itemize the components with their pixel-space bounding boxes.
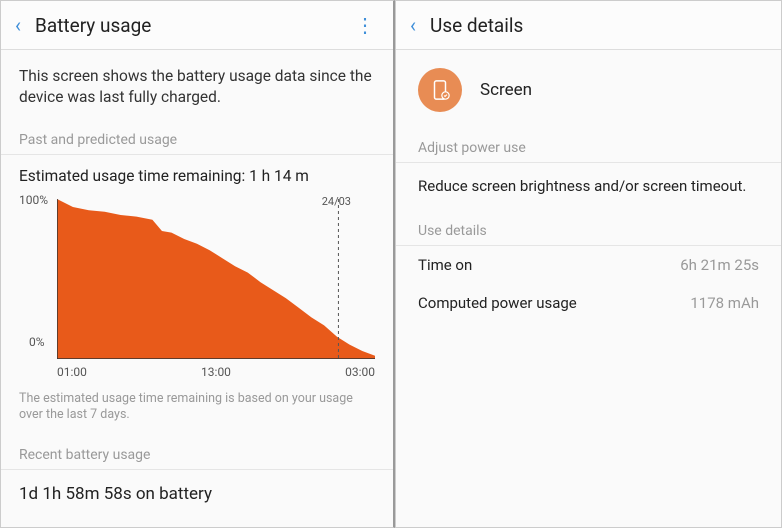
x-label: 03:00 — [345, 365, 375, 379]
on-battery-duration: 1d 1h 58m 58s on battery — [1, 470, 393, 514]
app-title: Screen — [480, 80, 532, 100]
page-title: Use details — [430, 14, 767, 37]
section-past-usage: Past and predicted usage — [1, 122, 393, 155]
content-right: Screen Adjust power use Reduce screen br… — [396, 50, 781, 527]
section-adjust-power: Adjust power use — [396, 130, 781, 163]
app-row: Screen — [396, 50, 781, 130]
footnote: The estimated usage time remaining is ba… — [1, 383, 393, 438]
battery-chart-svg — [57, 199, 375, 359]
estimated-remaining: Estimated usage time remaining: 1 h 14 m — [1, 155, 393, 193]
intro-text: This screen shows the battery usage data… — [1, 50, 393, 122]
screen-icon — [418, 68, 462, 112]
content-left: This screen shows the battery usage data… — [1, 50, 393, 527]
detail-key: Time on — [418, 256, 472, 274]
usage-chart: 100% 0% 24/03 01:00 13:00 03:00 — [1, 193, 393, 383]
detail-row: Time on 6h 21m 25s — [396, 246, 781, 284]
back-icon[interactable]: ‹ — [15, 13, 21, 37]
detail-row: Computed power usage 1178 mAh — [396, 284, 781, 322]
x-label: 13:00 — [201, 365, 231, 379]
use-details-panel: ‹ Use details Screen Adjust power use Re… — [395, 0, 782, 528]
y-axis-bottom-label: 0% — [29, 335, 45, 349]
more-icon[interactable]: ⋮ — [349, 13, 379, 37]
header-right: ‹ Use details — [396, 1, 781, 50]
detail-val: 6h 21m 25s — [680, 256, 759, 274]
page-title: Battery usage — [35, 14, 349, 37]
x-axis-labels: 01:00 13:00 03:00 — [19, 365, 375, 379]
y-axis-top-label: 100% — [19, 193, 48, 207]
adjust-hint: Reduce screen brightness and/or screen t… — [396, 163, 781, 213]
section-use-details: Use details — [396, 213, 781, 246]
detail-key: Computed power usage — [418, 294, 577, 312]
header-left: ‹ Battery usage ⋮ — [1, 1, 393, 50]
detail-val: 1178 mAh — [690, 294, 759, 312]
back-icon[interactable]: ‹ — [410, 13, 416, 37]
x-label: 01:00 — [57, 365, 87, 379]
section-recent-usage: Recent battery usage — [1, 437, 393, 470]
battery-usage-panel: ‹ Battery usage ⋮ This screen shows the … — [0, 0, 395, 528]
